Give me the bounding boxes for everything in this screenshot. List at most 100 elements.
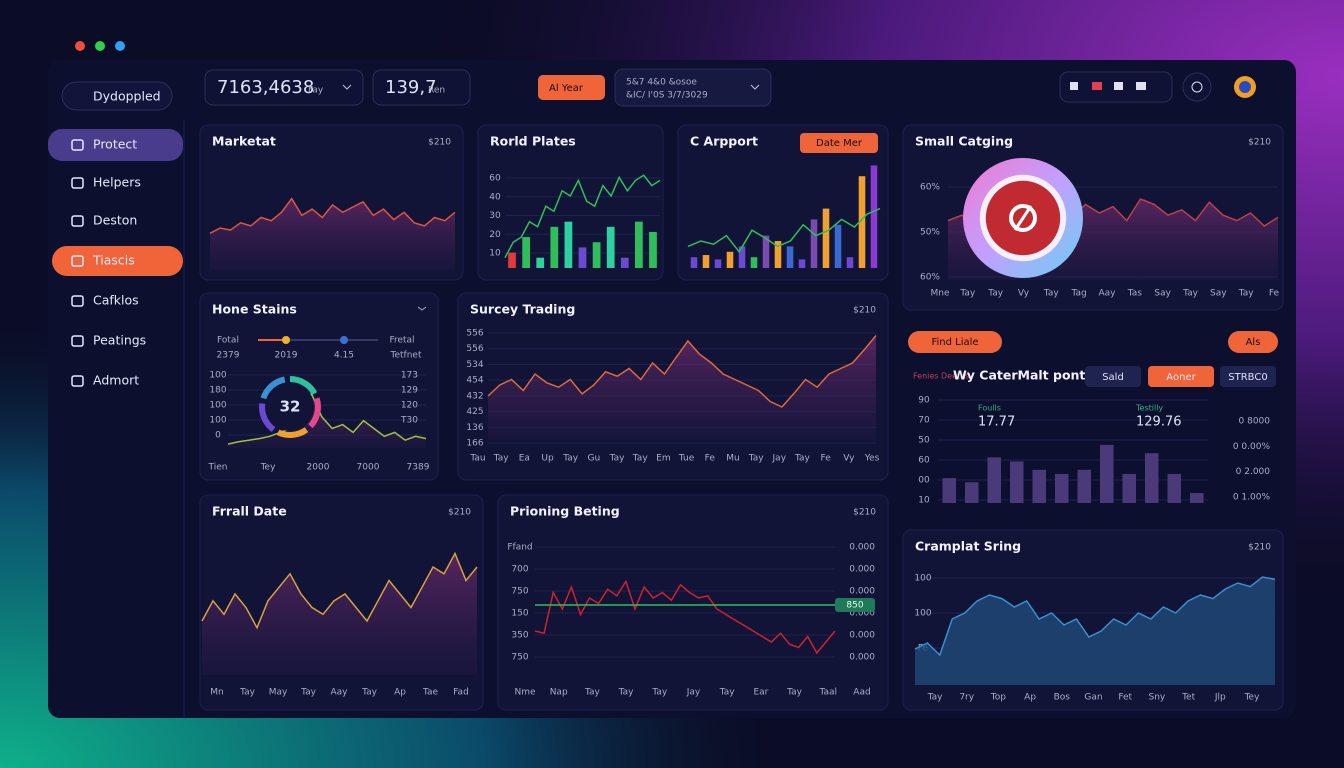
nav-item[interactable]: Deston (93, 213, 137, 228)
y-tick-label: 0 (215, 431, 221, 441)
nav-item[interactable]: Cafklos (93, 293, 139, 308)
bar (714, 259, 722, 268)
stat-label: Testilly (1135, 404, 1163, 413)
bar (620, 257, 629, 268)
panel: Rorld Plates 60 40 30 20 10 (477, 124, 664, 281)
panel-button[interactable] (800, 133, 878, 153)
y2-tick-label: 0.000 (849, 631, 875, 641)
x-tick-label: 7000 (357, 463, 380, 473)
nav-item[interactable]: Protect (93, 137, 137, 152)
slider-handle[interactable] (340, 336, 348, 344)
bar (870, 165, 878, 268)
panel-title: Cramplat Sring (915, 539, 1021, 554)
nav-icon (71, 335, 84, 347)
panels: Marketat $210 Rorld Plates 60 40 30 20 10 C Arpp… (199, 124, 1284, 711)
nav-item[interactable]: Tiascis (92, 253, 135, 268)
filter-chip[interactable] (1220, 366, 1276, 387)
y-tick-label: 100 (209, 371, 226, 381)
nav-item[interactable]: Helpers (93, 175, 141, 190)
y-tick-label: 50 (918, 436, 930, 446)
x-tick-label: Vy (843, 454, 855, 464)
clock-button[interactable] (1182, 72, 1212, 102)
stat-label: Foulls (978, 404, 1001, 413)
tool-icon[interactable] (1070, 82, 1078, 90)
panel-title: Prioning Beting (510, 504, 620, 519)
x-tick-label: Tay (609, 454, 626, 464)
x-tick-label: Tay (959, 289, 976, 299)
panel-badge: $210 (428, 138, 451, 148)
panel-badge: $210 (1248, 138, 1271, 148)
y-tick-label: Ffand (507, 543, 532, 553)
x-tick-label: Say (1154, 289, 1171, 299)
nav-icon (71, 177, 84, 189)
nav-item[interactable]: Peatings (93, 333, 146, 348)
x-tick-label: Jay (686, 688, 701, 698)
panel-badge: $210 (853, 306, 876, 316)
y2-tick-label: 0.000 (849, 609, 875, 619)
bar (738, 246, 746, 268)
filter-chip[interactable] (1085, 366, 1141, 387)
y2-tick-label: 0.000 (849, 587, 875, 597)
chevron[interactable] (342, 84, 352, 90)
filter-chip[interactable] (1148, 366, 1214, 387)
series-line (687, 207, 881, 254)
area-fill (210, 198, 455, 270)
panel: Small Catging $210 60% 50% 60% Mne Tay Tay Vy Tay… (902, 124, 1284, 311)
x-tick-label: Tay (584, 688, 601, 698)
brand: Dydoppled (93, 89, 161, 104)
x-tick-label: Tay (1182, 289, 1199, 299)
action-button-label: Als (1246, 337, 1261, 348)
x-tick-label: Gu (588, 454, 601, 464)
x-tick-label: Mn (210, 688, 223, 698)
slider-handle[interactable] (282, 336, 290, 344)
x-tick-label: Tay (1043, 289, 1060, 299)
x-tick-label: Up (541, 454, 554, 464)
y-tick-label: 432 (466, 391, 483, 401)
panel-button-label: Date Mer (816, 138, 863, 149)
brand-pill[interactable] (61, 81, 173, 111)
panel: Marketat $210 (199, 124, 464, 281)
chevron[interactable] (417, 306, 427, 311)
stat-box (204, 69, 364, 106)
y-tick-label: 00 (918, 476, 930, 486)
tool-icon[interactable] (1114, 82, 1123, 90)
y2-tick-label: 0.000 (849, 543, 875, 553)
action-button[interactable] (1228, 331, 1278, 353)
x-tick-label: Ear (753, 688, 768, 698)
y2-tick-label: 0 2.000 (1236, 467, 1271, 477)
tool-icon[interactable] (1136, 82, 1146, 90)
donut-segment (308, 397, 321, 429)
x-tick-label: Say (1210, 289, 1227, 299)
bar (690, 257, 698, 268)
x-tick-label: Tay (1238, 289, 1255, 299)
range-box[interactable] (614, 68, 772, 107)
x-tick-label: Tey (260, 463, 277, 473)
nav-item[interactable]: Admort (93, 373, 139, 388)
sidebar: Protect Helpers Deston Tiascis Cafklos Peatin… (48, 129, 183, 388)
y-tick-label: 10 (489, 249, 501, 259)
y-tick-label: 534 (466, 360, 483, 370)
bar (592, 242, 601, 268)
x-tick-label: Mne (930, 289, 949, 299)
x-tick-label: Vy (1018, 289, 1030, 299)
bar (522, 237, 531, 268)
chevron[interactable] (750, 84, 760, 90)
y-tick-label: 100 (914, 574, 931, 584)
x-tick-label: Tay (794, 454, 811, 464)
y2-tick-label: T30 (400, 416, 418, 426)
panel-title: Small Catging (915, 134, 1013, 149)
slider-label: Fotal (217, 336, 239, 346)
y-tick-label: 60% (920, 183, 940, 193)
y2-tick-label: 0 1.00% (1233, 493, 1271, 503)
x-tick-label: Tay (239, 688, 256, 698)
action-button[interactable] (908, 331, 1002, 353)
tool-icon[interactable] (1092, 82, 1102, 90)
period-button[interactable] (538, 75, 605, 100)
stat-value: 129.76 (1136, 415, 1182, 430)
bar (822, 208, 830, 268)
panel-badge: $210 (1248, 543, 1271, 553)
panel-title: Hone Stains (212, 302, 297, 317)
nav-icon (71, 139, 84, 151)
bar (578, 247, 587, 268)
